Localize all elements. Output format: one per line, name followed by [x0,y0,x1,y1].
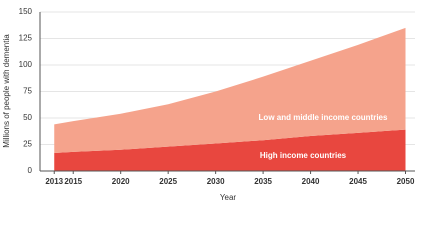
x-tick-label: 2015 [64,177,82,186]
y-tick-label: 150 [19,7,33,16]
area-label: Low and middle income countries [259,113,388,122]
y-tick-label: 0 [28,166,33,175]
x-tick-label: 2025 [159,177,177,186]
page: Millions of people with dementia Year 0 2… [2,7,415,203]
x-tick-label: 2020 [112,177,130,186]
y-tick-label: 100 [19,60,33,69]
area-label: High income countries [260,151,347,160]
x-tick-label: 2050 [397,177,415,186]
y-axis-label: Millions of people with dementia [2,34,11,148]
x-tick-label: 2045 [349,177,367,186]
chart: Millions of people with dementia Year 0 2… [2,7,415,202]
x-axis-label: Year [220,193,237,202]
y-tick-label: 25 [23,140,32,149]
x-tick-label: 2030 [207,177,225,186]
x-tick-label: 2013 [45,177,63,186]
x-tick-label: 2035 [254,177,272,186]
area [54,129,406,171]
area [54,27,406,153]
y-tick-label: 75 [23,87,32,96]
y-tick-label: 125 [19,34,33,43]
y-tick-label: 50 [23,113,32,122]
x-tick-label: 2040 [302,177,320,186]
